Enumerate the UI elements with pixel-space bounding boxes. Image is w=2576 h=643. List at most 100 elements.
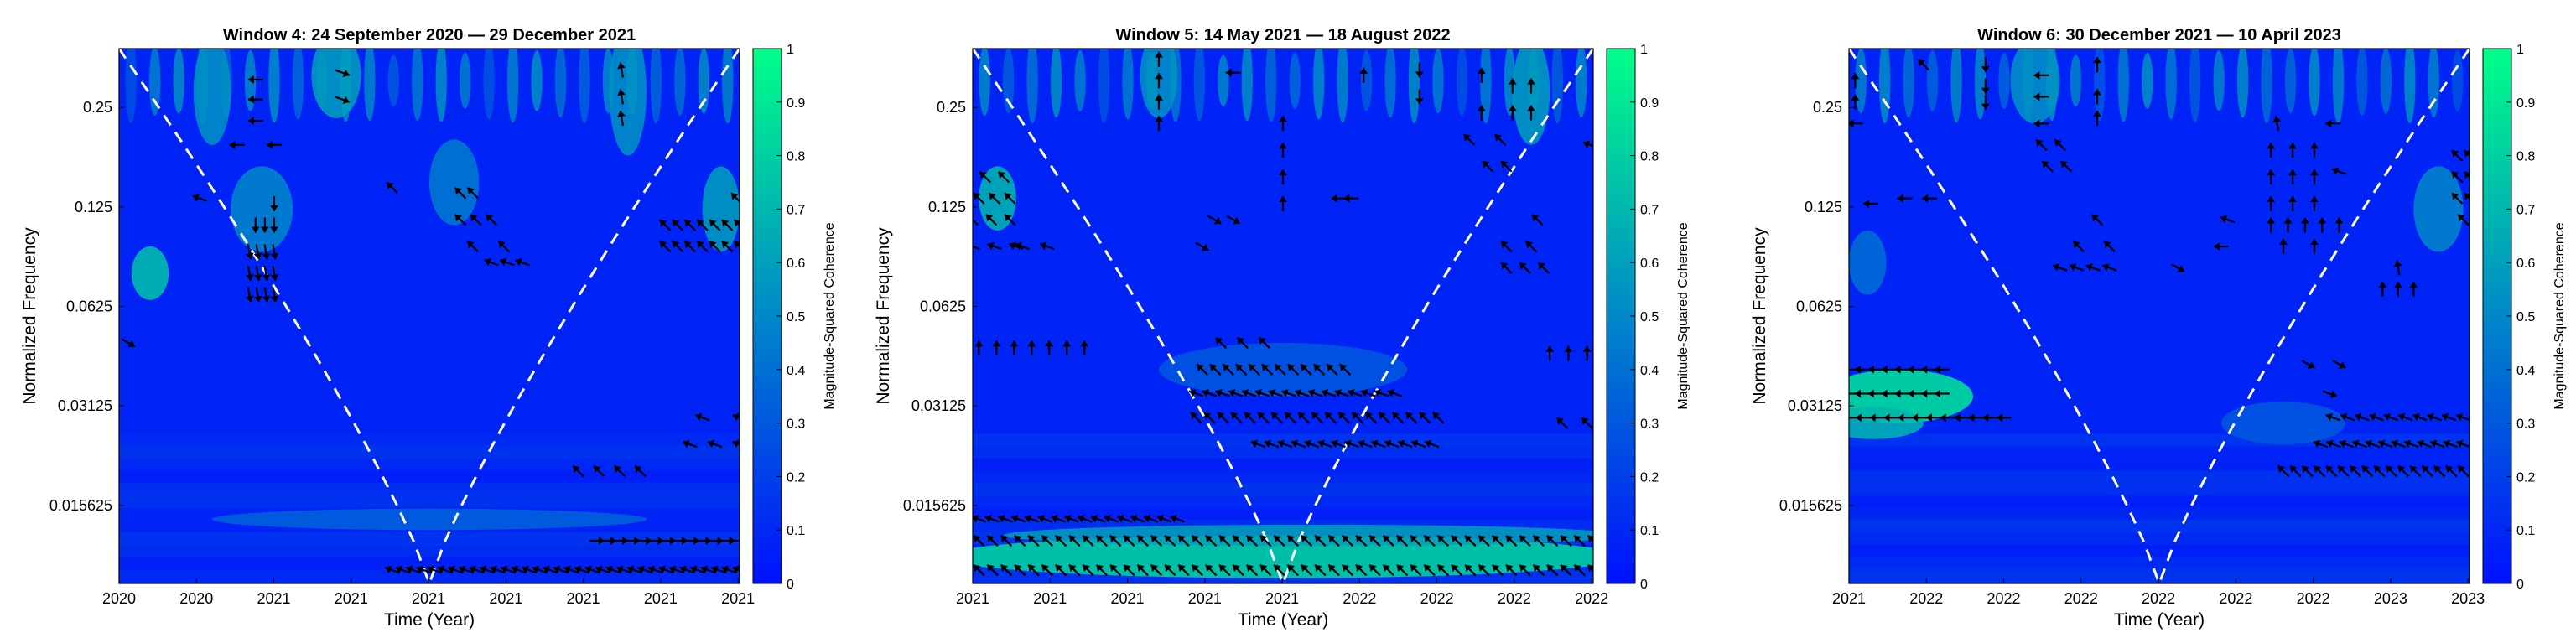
phase-arrow <box>593 464 605 478</box>
heatmap-streak <box>2094 49 2106 122</box>
phase-arrow <box>416 565 432 574</box>
colorbar-tick-label: 0.4 <box>1640 364 1659 378</box>
phase-arrow <box>1150 534 1163 547</box>
phase-arrow <box>1869 413 1885 423</box>
phase-arrow <box>1232 563 1244 577</box>
phase-arrow <box>1191 534 1204 547</box>
heatmap-streak <box>979 49 990 116</box>
heatmap-band <box>1849 544 2470 558</box>
phase-arrow <box>1582 140 1593 148</box>
phase-arrow <box>1095 563 1109 577</box>
phase-arrow <box>1326 363 1338 376</box>
x-tick-label: 2021 <box>412 590 445 607</box>
phase-arrow <box>1410 563 1422 577</box>
phase-arrow <box>270 244 279 260</box>
phase-arrow <box>2391 439 2407 449</box>
phase-arrow <box>1222 363 1234 376</box>
phase-arrow <box>1274 363 1286 376</box>
phase-arrow <box>1321 389 1337 397</box>
phase-arrow <box>709 219 721 231</box>
phase-arrow <box>2433 464 2446 478</box>
heatmap-streak <box>2332 49 2345 124</box>
phase-arrow <box>1273 534 1285 547</box>
phase-arrow <box>1004 214 1016 226</box>
heatmap-streak <box>483 49 495 120</box>
heatmap-streak <box>1504 49 1516 116</box>
colorbar-label: Magnitude-Squared Coherence <box>823 222 837 409</box>
phase-arrow <box>2267 169 2276 185</box>
y-tick-label: 0.015625 <box>1779 497 1842 514</box>
phase-arrow <box>1436 563 1450 577</box>
colorbar-tick-label: 0.6 <box>1640 257 1659 271</box>
phase-arrow <box>1203 412 1216 424</box>
phase-arrow <box>1324 412 1337 424</box>
phase-arrow <box>1311 412 1323 424</box>
phase-arrow <box>2332 359 2346 369</box>
colorbar-tick-label: 0.5 <box>2516 310 2535 324</box>
phase-arrow <box>1355 563 1368 577</box>
heatmap-streak <box>1074 49 1086 111</box>
phase-arrow <box>1015 241 1031 251</box>
phase-arrow <box>1395 563 1409 577</box>
phase-arrow <box>1232 534 1244 547</box>
y-axis-label: Normalized Frequency <box>20 227 39 405</box>
coherence-heatmap <box>1849 49 2470 583</box>
phase-arrow <box>694 412 710 422</box>
heatmap-band <box>973 507 1593 521</box>
phase-arrow <box>707 439 723 449</box>
colorbar-tick-label: 1 <box>1640 43 1648 57</box>
phase-arrow <box>1587 534 1593 543</box>
phase-arrow <box>1368 534 1381 547</box>
phase-arrow <box>448 565 463 574</box>
phase-arrow <box>511 565 527 574</box>
phase-arrow <box>1244 412 1256 424</box>
phase-arrow <box>1881 365 1897 374</box>
phase-arrow <box>987 241 1002 251</box>
panel-title: Window 5: 14 May 2021 — 18 August 2022 <box>1115 26 1450 44</box>
phase-arrow <box>1312 363 1326 376</box>
phase-arrow <box>732 439 740 449</box>
plot-frame <box>118 48 740 584</box>
phase-arrow <box>1355 534 1368 547</box>
heatmap-streak <box>460 52 471 109</box>
phase-arrows <box>973 51 1593 577</box>
phase-arrow <box>2429 439 2445 449</box>
phase-arrow <box>2393 260 2402 276</box>
panel-window-6: Window 6: 30 December 2021 — 10 April 20… <box>1750 26 2567 630</box>
heatmap-hotspot <box>609 49 647 156</box>
heatmap-streak <box>1050 49 1062 118</box>
phase-arrow <box>1014 534 1026 547</box>
phase-arrow <box>1279 169 1287 185</box>
colorbar-tick-label: 0.1 <box>787 524 805 538</box>
phase-arrow <box>1264 439 1280 449</box>
colorbar-tick-label: 0.6 <box>787 257 805 271</box>
colorbar: 0 0.1 0.2 0.3 0.4 0.5 0.6 0.7 0.8 0.9 1 Magnitude-S… <box>1606 43 1690 592</box>
phase-arrow <box>1300 363 1312 376</box>
phase-arrow <box>1581 417 1593 429</box>
phase-arrow <box>1218 534 1231 547</box>
phase-arrow <box>1286 534 1299 547</box>
y-tick-label: 0.125 <box>1805 199 1842 215</box>
y-tick-label: 0.125 <box>928 199 966 215</box>
phase-arrow <box>1257 412 1270 424</box>
heatmap-hotspot <box>131 246 169 300</box>
phase-arrow <box>1217 412 1229 424</box>
y-tick-label: 0.0625 <box>66 298 112 315</box>
phase-arrow <box>1143 515 1159 523</box>
phase-arrow <box>245 244 254 260</box>
phase-arrow <box>1341 534 1354 547</box>
phase-arrow <box>2325 119 2341 128</box>
heatmap-streak <box>722 49 734 124</box>
colorbar-tick-label: 0 <box>2516 578 2524 592</box>
phase-arrow <box>1155 73 1163 89</box>
phase-arrow <box>499 257 515 267</box>
heatmap-streak <box>1432 49 1444 114</box>
phase-arrow <box>605 565 621 574</box>
heatmap-band <box>119 557 740 570</box>
phase-arrow <box>1123 563 1135 577</box>
y-axis-label: Normalized Frequency <box>874 227 893 405</box>
phase-arrow <box>1981 57 1990 73</box>
phase-arrow <box>1587 563 1593 573</box>
phase-arrow <box>1068 534 1081 547</box>
colorbar-tick-label: 1 <box>787 43 794 57</box>
